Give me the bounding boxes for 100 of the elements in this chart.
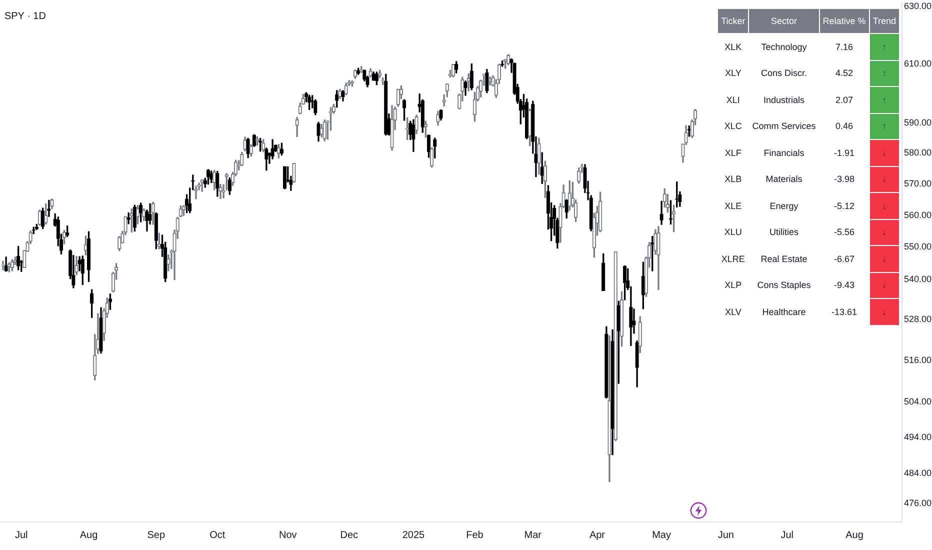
text: -9.43 [834,280,855,290]
candlestick [320,124,324,138]
x-tick-label: Nov [278,530,297,541]
candlestick [660,200,664,225]
candlestick [436,110,440,126]
candlestick [442,94,446,106]
candlestick [322,120,326,142]
text: -13.61 [832,306,858,317]
candlestick [451,64,456,78]
candlestick [344,82,348,96]
candlestick [568,180,572,211]
candlestick [414,114,418,134]
text: -5.12 [834,200,855,211]
candlestick [216,170,220,197]
text: 0.46 [836,121,854,132]
category-label: Sector [771,16,798,26]
text: -6.67 [834,254,855,264]
category-label: Relative % [822,16,866,26]
x-tick-label: Feb [466,530,484,541]
candlestick [65,225,70,237]
text: SPY · 1D [4,10,46,22]
text: Utilities [770,227,799,238]
candlestick [194,186,198,200]
candlestick [402,99,406,121]
candlestick [470,63,474,90]
y-tick-label: 630.00 [904,1,932,12]
x-tick-label: Oct [210,530,226,541]
text: XLY [725,68,742,78]
candlestick [40,208,45,229]
candlestick [178,206,182,218]
candlestick [672,204,676,232]
candlestick [608,335,612,482]
text: XLU [724,227,742,238]
candlestick [528,108,532,146]
category-label: Ticker [721,16,746,26]
candlestick [656,226,660,290]
arrow-cell: ↓ [870,166,899,192]
candlestick [638,316,642,354]
candlestick [228,177,232,195]
x-tick-label: Aug [846,530,864,541]
candlestick [540,152,544,184]
candlestick [537,138,541,175]
x-tick-label: Dec [340,530,358,541]
candlestick [668,200,673,225]
arrow-cell: ↑ [870,114,899,139]
candlestick [1,260,5,270]
candlestick [130,208,134,232]
text: Materials [766,174,802,184]
text: Cons Discr. [761,68,808,78]
candlestick [384,74,388,136]
candlestick [154,212,158,250]
candlestick [338,88,342,100]
x-tick-label: Mar [524,530,542,541]
candlestick [602,253,606,291]
text: XLI [726,94,740,105]
text: Industrials [764,94,805,105]
arrow-cell: ↑ [870,87,899,112]
text: -3.98 [834,174,855,184]
text: 4.52 [836,68,854,78]
candlestick [84,236,88,256]
candlestick [412,119,416,152]
arrow-cell: ↓ [870,272,899,298]
candlestick [610,329,614,456]
text: Healthcare [762,306,806,317]
text: -1.91 [834,148,855,158]
candlestick [506,54,510,66]
candlestick [577,168,581,184]
y-tick-label: 590.00 [904,117,932,128]
candlestick [44,203,48,225]
candlestick [396,88,400,107]
candlestick [47,200,51,217]
text: XLC [724,121,742,132]
y-tick-label: 504.00 [904,396,932,406]
text: XLK [724,42,742,52]
candlestick [292,162,296,183]
arrow-cell: ↓ [870,299,899,324]
y-tick-label: 528.00 [904,314,932,324]
y-tick-label: 494.00 [904,432,932,442]
text: XLP [724,280,742,290]
arrow-cell: ↓ [870,220,899,245]
x-tick-label: 2025 [402,530,426,541]
candlestick [7,262,11,272]
text: XLRE [721,254,745,264]
candlestick [390,105,394,151]
y-tick-label: 580.00 [904,148,932,158]
candlestick [4,256,8,272]
candlestick [426,134,431,158]
y-tick-label: 570.00 [904,178,932,188]
candlestick [74,256,78,276]
candlestick [38,210,42,226]
arrow-cell: ↓ [870,193,899,218]
arrow-cell: ↓ [870,246,899,272]
candlestick [209,170,214,184]
y-tick-label: 550.00 [904,242,932,252]
y-tick-label: 516.00 [904,354,932,365]
y-tick-label: 560.00 [904,210,932,220]
candlestick [243,136,247,152]
y-tick-label: 610.00 [904,58,932,68]
arrow-cell: ↑ [870,34,899,60]
candlestick [614,251,618,442]
